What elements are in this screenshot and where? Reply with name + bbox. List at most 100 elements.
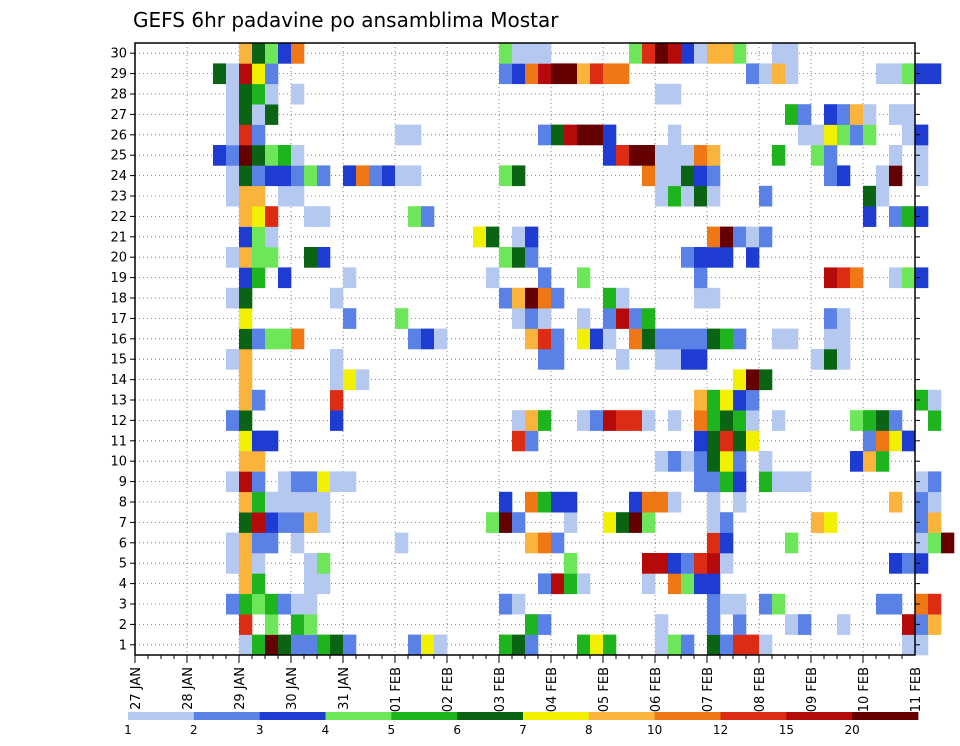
legend-swatch	[391, 712, 458, 720]
heatmap-cell	[811, 124, 825, 146]
heatmap-cell	[720, 430, 734, 452]
heatmap-cell	[616, 145, 630, 166]
heatmap-cell	[720, 634, 734, 656]
heatmap-cell	[668, 185, 682, 207]
x-tick-label: 10 FEB	[857, 667, 872, 712]
heatmap-cell	[915, 124, 929, 146]
heatmap-cell	[603, 145, 617, 166]
heatmap-cell	[525, 63, 539, 85]
heatmap-cell	[707, 185, 721, 207]
heatmap-cell	[317, 512, 331, 533]
heatmap-cell	[239, 206, 253, 227]
heatmap-cell	[304, 491, 318, 513]
heatmap-cell	[941, 532, 955, 554]
y-tick-label: 24	[110, 169, 127, 184]
x-tick-label: 09 FEB	[805, 667, 820, 712]
heatmap-cell	[720, 389, 734, 411]
heatmap-cell	[291, 593, 305, 615]
heatmap-cell	[655, 614, 669, 635]
heatmap-cell	[655, 83, 669, 105]
heatmap-cell	[213, 145, 227, 166]
heatmap-cell	[629, 491, 643, 513]
heatmap-cell	[304, 573, 318, 595]
heatmap-cell	[616, 512, 630, 533]
heatmap-cell	[772, 471, 786, 493]
heatmap-cell	[239, 634, 253, 656]
heatmap-cell	[382, 165, 396, 187]
heatmap-cell	[291, 512, 305, 533]
heatmap-cell	[694, 247, 708, 268]
legend-label: 1	[124, 723, 132, 737]
x-tick-label: 03 FEB	[493, 667, 508, 712]
heatmap-cell	[733, 43, 747, 64]
legend-swatch	[720, 712, 787, 720]
heatmap-cell	[577, 573, 591, 595]
heatmap-cell	[694, 145, 708, 166]
heatmap-cell	[720, 532, 734, 554]
y-tick-label: 4	[119, 577, 127, 592]
heatmap-cell	[317, 491, 331, 513]
heatmap-cell	[824, 165, 838, 187]
heatmap-cell	[538, 124, 552, 146]
legend-swatch	[193, 712, 261, 720]
heatmap-cell	[863, 206, 877, 227]
heatmap-cell	[785, 614, 799, 635]
heatmap-cell	[668, 553, 682, 574]
heatmap-cell	[889, 491, 903, 513]
y-tick-label: 19	[110, 271, 127, 286]
heatmap-cell	[564, 63, 578, 85]
heatmap-cell	[915, 145, 929, 166]
heatmap-cell	[694, 553, 708, 574]
heatmap-cell	[226, 124, 240, 146]
legend-swatch	[654, 712, 721, 720]
heatmap-cell	[252, 512, 266, 533]
heatmap-cell	[525, 308, 539, 329]
heatmap-cell	[681, 165, 695, 187]
heatmap-cell	[902, 124, 916, 146]
heatmap-cell	[330, 287, 344, 309]
y-tick-label: 2	[119, 618, 127, 633]
x-tick-label: 07 FEB	[701, 667, 716, 712]
heatmap-cell	[668, 165, 682, 187]
heatmap-cell	[538, 491, 552, 513]
heatmap-cell	[850, 104, 864, 125]
heatmap-cell	[707, 471, 721, 493]
heatmap-cell	[304, 247, 318, 268]
heatmap-cell	[304, 593, 318, 615]
heatmap-cell	[733, 389, 747, 411]
heatmap-cell	[291, 165, 305, 187]
legend-swatch	[457, 712, 524, 720]
heatmap-cell	[226, 63, 240, 85]
heatmap-cell	[668, 573, 682, 595]
heatmap-cell	[603, 308, 617, 329]
heatmap-cell	[681, 553, 695, 574]
heatmap-cell	[798, 614, 812, 635]
heatmap-cell	[239, 104, 253, 125]
heatmap-cell	[226, 165, 240, 187]
heatmap-cells	[213, 43, 955, 656]
y-tick-label: 7	[119, 516, 127, 531]
heatmap-cell	[928, 471, 942, 493]
y-tick-label: 30	[110, 47, 127, 62]
heatmap-cell	[499, 165, 513, 187]
heatmap-cell	[408, 634, 422, 656]
heatmap-cell	[590, 328, 604, 350]
heatmap-cell	[551, 287, 565, 309]
heatmap-cell	[707, 247, 721, 268]
heatmap-cell	[642, 512, 656, 533]
heatmap-cell	[252, 185, 266, 207]
heatmap-cell	[902, 206, 916, 227]
heatmap-cell	[512, 308, 526, 329]
heatmap-cell	[694, 471, 708, 493]
heatmap-cell	[239, 451, 253, 472]
y-tick-label: 14	[110, 373, 127, 388]
heatmap-cell	[239, 287, 253, 309]
heatmap-cell	[694, 573, 708, 595]
heatmap-cell	[239, 83, 253, 105]
heatmap-cell	[577, 267, 591, 289]
heatmap-cell	[616, 308, 630, 329]
y-tick-label: 28	[110, 88, 127, 103]
heatmap-cell	[824, 104, 838, 125]
heatmap-cell	[837, 308, 851, 329]
heatmap-cell	[252, 124, 266, 146]
